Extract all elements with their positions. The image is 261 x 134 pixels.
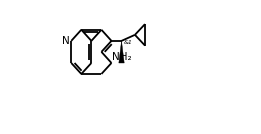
Text: NH₂: NH₂ <box>112 52 131 62</box>
Polygon shape <box>119 41 124 63</box>
Text: &1: &1 <box>123 40 132 45</box>
Text: N: N <box>62 36 70 46</box>
